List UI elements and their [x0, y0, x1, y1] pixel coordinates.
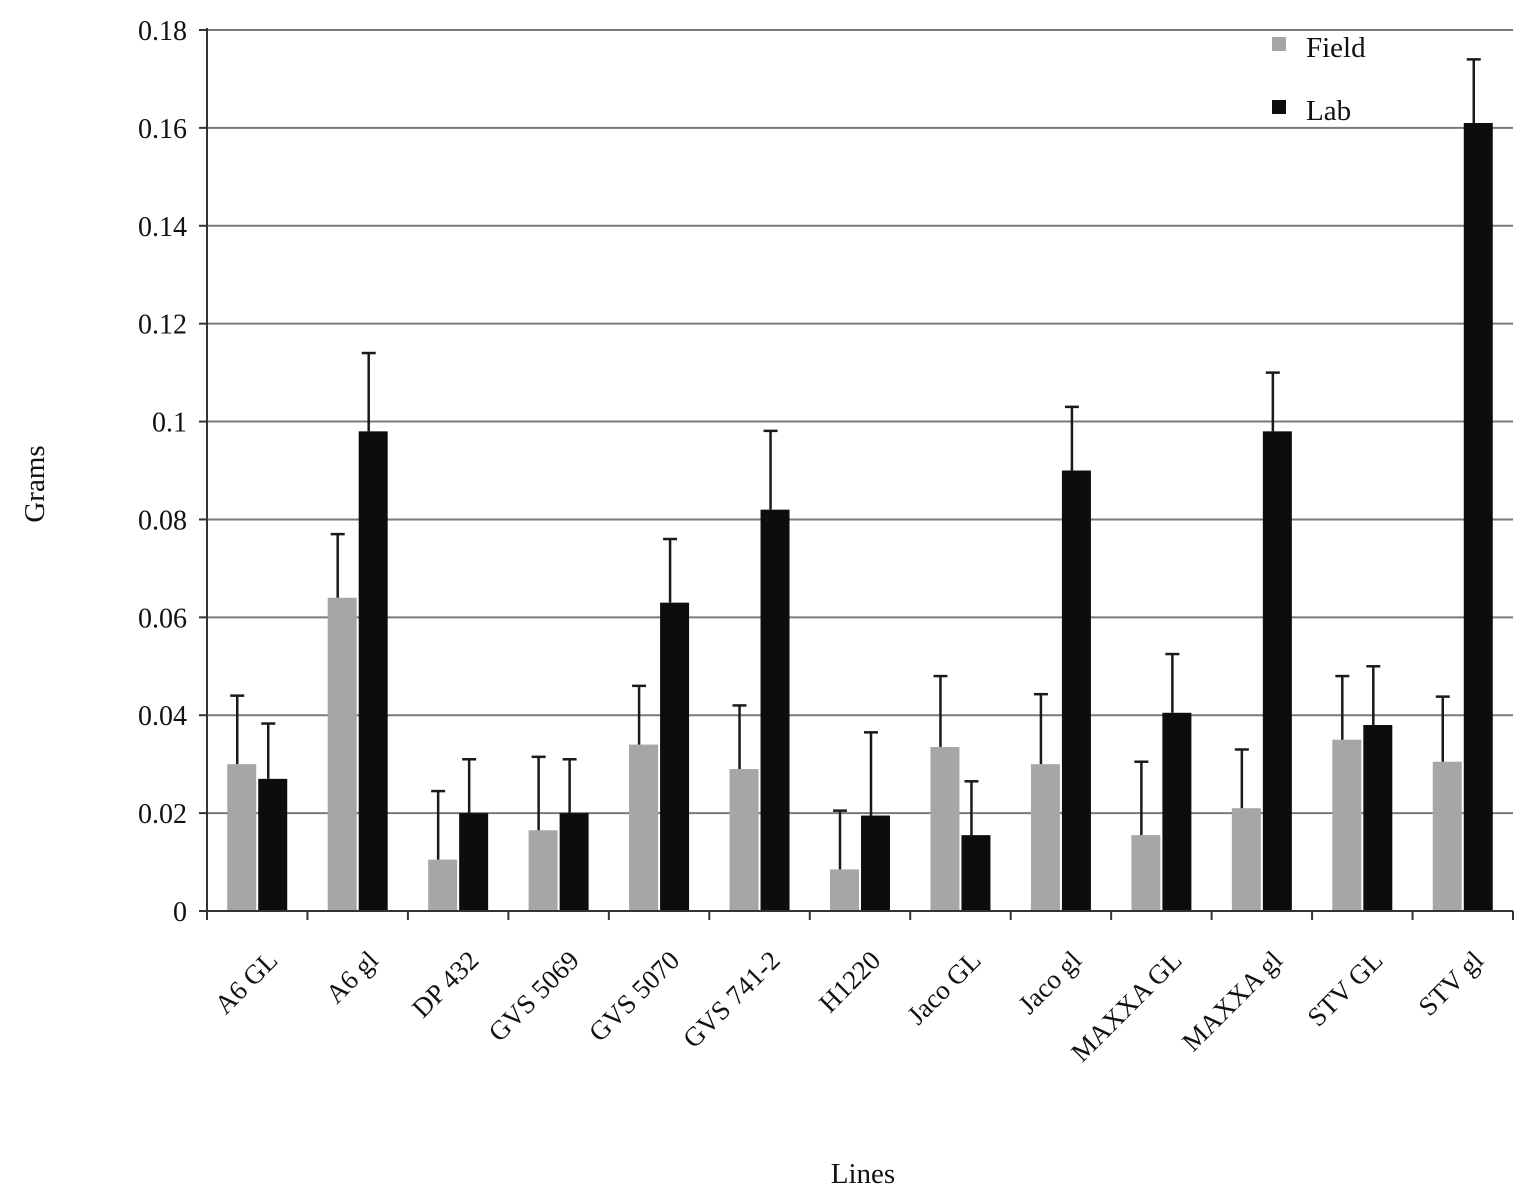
y-tick-label: 0.04	[138, 701, 187, 732]
bar-field-5	[729, 769, 759, 911]
bar-lab-11	[1363, 725, 1393, 911]
y-tick-label: 0.18	[138, 16, 187, 47]
y-tick-labels: 0 0.02 0.04 0.06 0.08 0.1 0.12 0.14 0.16 0.18	[138, 16, 187, 928]
gridlines	[207, 29, 1513, 815]
y-tick-label: 0.06	[138, 603, 187, 634]
legend-swatch-field	[1272, 37, 1286, 51]
bar-field-2	[428, 859, 458, 911]
error-bars	[230, 58, 1481, 870]
bar-lab-2	[459, 813, 489, 911]
bar-lab-7	[961, 835, 991, 911]
bar-lab-5	[760, 509, 790, 911]
axes	[199, 28, 1514, 920]
bar-field-7	[930, 747, 960, 911]
bar-field-3	[528, 830, 558, 911]
y-tick-label: 0.1	[152, 408, 187, 439]
bars	[227, 122, 1493, 911]
legend-label-field: Field	[1306, 32, 1366, 64]
legend-label-lab: Lab	[1306, 95, 1351, 127]
legend: Field Lab	[1272, 32, 1366, 127]
bar-lab-0	[258, 778, 288, 911]
y-tick-label: 0.16	[138, 114, 187, 145]
bar-field-1	[327, 597, 357, 911]
x-axis-title: Lines	[831, 1158, 895, 1190]
bar-lab-12	[1463, 122, 1493, 911]
bar-field-12	[1432, 761, 1462, 911]
legend-swatch-lab	[1272, 100, 1286, 114]
y-tick-label: 0	[173, 897, 187, 928]
bar-lab-8	[1061, 470, 1091, 911]
bar-field-6	[830, 869, 859, 911]
bar-lab-9	[1162, 712, 1192, 911]
bar-lab-4	[660, 602, 690, 911]
y-tick-label: 0.14	[138, 212, 187, 243]
bar-lab-10	[1262, 431, 1292, 911]
bar-field-0	[227, 764, 257, 911]
y-tick-label: 0.02	[138, 799, 187, 830]
bar-field-4	[629, 744, 659, 911]
y-tick-label: 0.12	[138, 310, 187, 341]
bar-field-9	[1131, 835, 1161, 911]
bar-lab-6	[861, 815, 890, 911]
bar-field-10	[1231, 808, 1261, 911]
bar-lab-3	[559, 813, 589, 911]
bar-field-8	[1030, 764, 1060, 911]
bar-lab-1	[358, 431, 388, 911]
y-tick-label: 0.08	[138, 505, 187, 536]
y-axis-title: Grams	[19, 445, 51, 522]
bar-field-11	[1332, 739, 1362, 911]
